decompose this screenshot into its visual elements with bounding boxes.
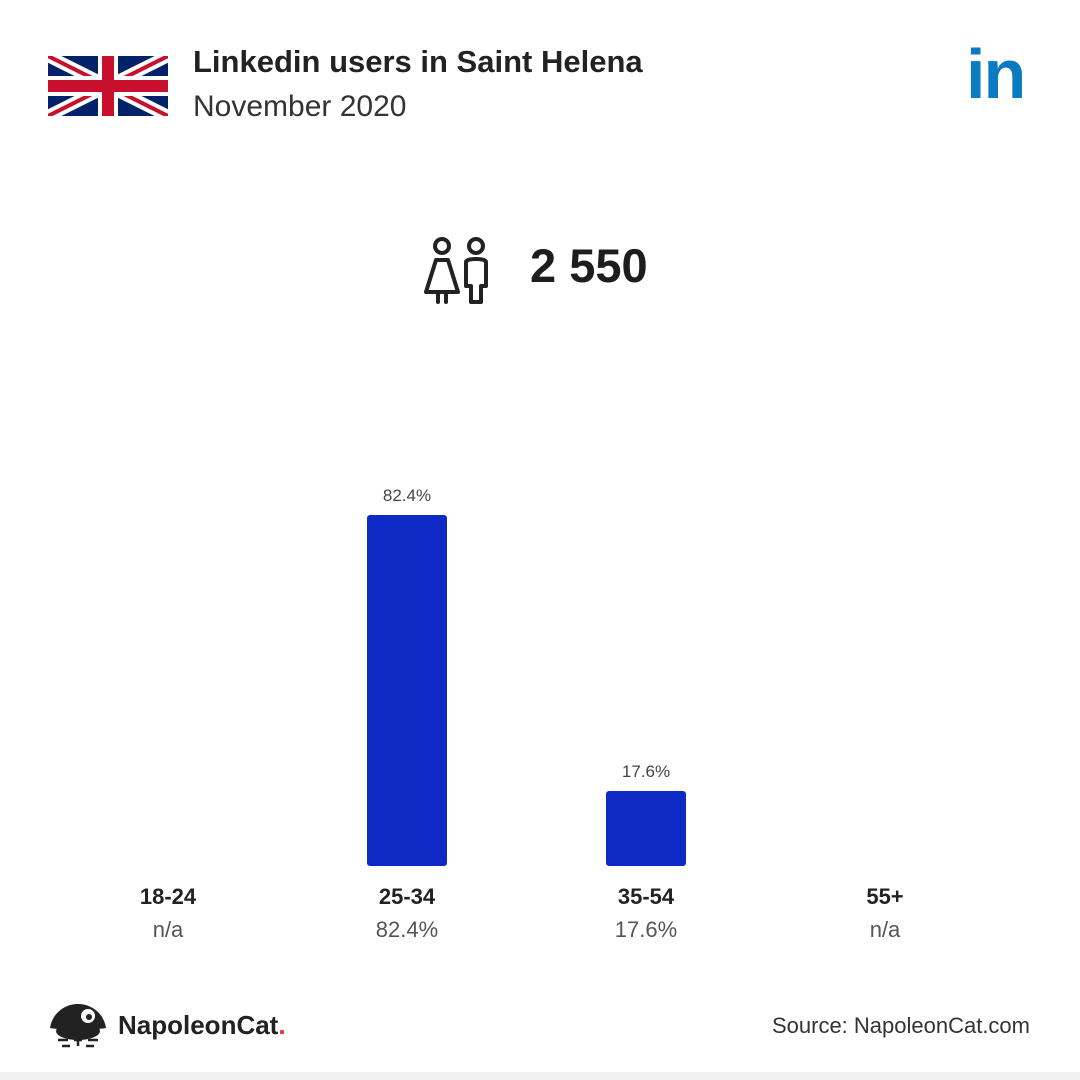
people-icon (424, 237, 488, 304)
page-subtitle: November 2020 (193, 90, 407, 123)
age-bar-chart: 82.4% 17.6% (367, 486, 686, 866)
category-label: 25-34 (378, 884, 436, 909)
category-value: n/a (152, 917, 184, 942)
bar-data-label: 82.4% (383, 486, 431, 505)
bar-35-54 (606, 791, 686, 866)
napoleoncat-logo-icon (50, 1004, 106, 1048)
total-users-value: 2 550 (530, 239, 648, 292)
source-text: Source: NapoleonCat.com (771, 1013, 1030, 1038)
brand-name-text: NapoleonCat (118, 1010, 279, 1040)
page-title: Linkedin users in Saint Helena (193, 44, 643, 79)
brand-dot: . (278, 1010, 286, 1040)
category-label: 55+ (866, 884, 904, 909)
category-value: 17.6% (614, 917, 678, 942)
category-value: n/a (869, 917, 901, 942)
uk-flag-icon (48, 56, 168, 116)
linkedin-logo-icon: in (966, 35, 1026, 113)
bar-data-label: 17.6% (622, 762, 670, 781)
category-label: 18-24 (139, 884, 197, 909)
category-value: 82.4% (375, 917, 439, 942)
bar-25-34 (367, 514, 447, 866)
bottom-strip (0, 1072, 1080, 1080)
brand-name: NapoleonCat. (118, 1010, 286, 1041)
category-label: 35-54 (617, 884, 675, 909)
